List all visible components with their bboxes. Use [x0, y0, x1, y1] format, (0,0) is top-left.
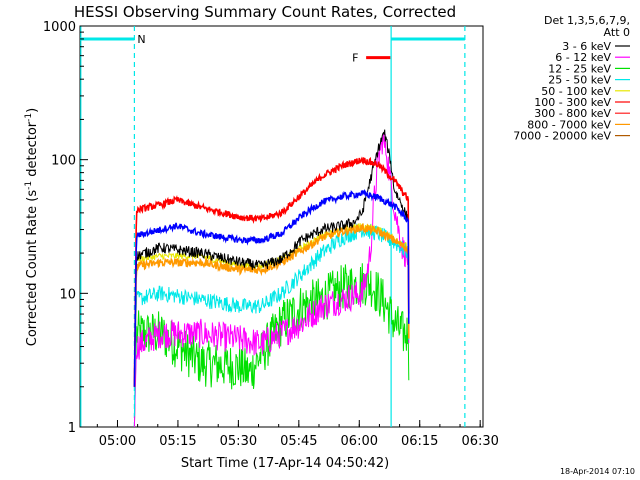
legend-header: Det 1,3,5,6,7,9, — [544, 14, 630, 27]
y-tick-label: 1000 — [43, 20, 76, 35]
series-line-3-6-kev — [133, 129, 410, 387]
plot-area: NF — [79, 25, 484, 428]
y-tick-label: 1 — [68, 421, 76, 436]
legend-label: 800 - 7000 keV — [527, 118, 611, 131]
x-tick-label: 05:30 — [220, 434, 257, 449]
series-line-blue — [133, 189, 410, 387]
x-tick-label: 05:45 — [280, 434, 317, 449]
legend-label: 100 - 300 keV — [534, 96, 611, 109]
flag-bars: NF — [80, 33, 465, 65]
footer-timestamp: 18-Apr-2014 07:10 — [560, 467, 635, 476]
x-tick-label: 06:30 — [461, 434, 498, 449]
x-tick-label: 05:15 — [159, 434, 196, 449]
legend-label: 7000 - 20000 keV — [513, 130, 611, 143]
series-lines — [133, 129, 410, 428]
y-tick-label: 10 — [59, 287, 76, 302]
legend-label: 12 - 25 keV — [548, 62, 611, 75]
legend-label: 50 - 100 keV — [541, 85, 611, 98]
axes: 05:00 05:15 05:30 05:45 06:00 06:15 06:30 1000 1… — [43, 20, 499, 449]
legend-header-att: Att 0 — [604, 26, 630, 39]
series-line-6-12-kev — [133, 133, 410, 428]
series-line-100-300-kev — [133, 156, 410, 387]
x-tick-label: 05:00 — [99, 434, 136, 449]
plot-frame — [79, 25, 484, 428]
x-tick-label: 06:00 — [341, 434, 378, 449]
series-line-800-7000-kev — [133, 223, 410, 387]
legend-label: 3 - 6 keV — [562, 40, 611, 53]
legend-label: 25 - 50 keV — [548, 74, 611, 87]
legend-label: 300 - 800 keV — [534, 107, 611, 120]
y-tick-label: 100 — [51, 154, 76, 169]
chart-title: HESSI Observing Summary Count Rates, Cor… — [74, 3, 456, 21]
flag-label: F — [352, 52, 358, 65]
x-tick-label: 06:15 — [401, 434, 438, 449]
y-axis-label: Corrected Count Rate (s-1 detector-1) — [24, 108, 40, 346]
legend-label: 6 - 12 keV — [555, 51, 611, 64]
flag-label: N — [137, 33, 145, 46]
series-line-25-50-kev — [133, 223, 410, 417]
x-axis-label: Start Time (17-Apr-14 04:50:42) — [181, 456, 389, 471]
